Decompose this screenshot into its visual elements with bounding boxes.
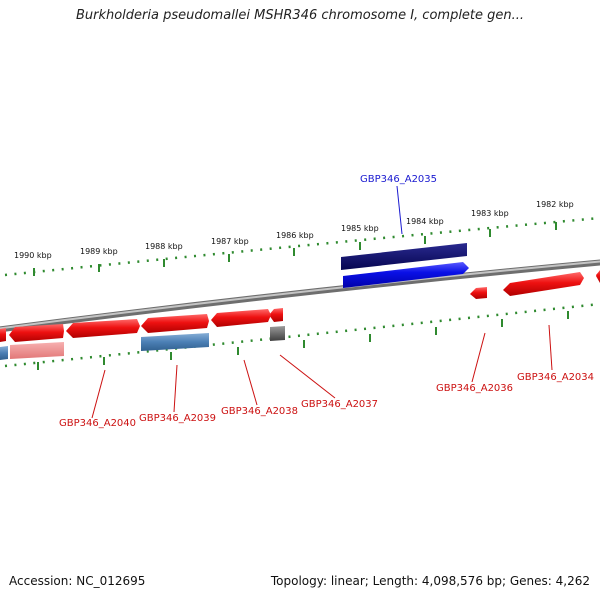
ruler-label: 1983 kbp	[471, 209, 509, 218]
accession-text: Accession: NC_012695	[9, 574, 146, 588]
ruler-label: 1985 kbp	[341, 224, 379, 233]
gene-GBP346_A2041[interactable]	[9, 324, 64, 342]
ruler-label: 1984 kbp	[406, 217, 444, 226]
gene-GBP346_A2036[interactable]	[470, 287, 487, 299]
leader-line-A2034	[548, 324, 553, 371]
gene-GBP346_A2035[interactable]	[343, 262, 469, 288]
lower-ruler-track	[4, 302, 600, 370]
gene-label[interactable]: GBP346_A2040	[59, 418, 136, 429]
gene-GBP346_A2042[interactable]	[0, 328, 6, 342]
leader-line-A2038	[243, 359, 258, 406]
gene-label[interactable]: GBP346_A2034	[517, 372, 594, 383]
gene-GBP346_A2040[interactable]	[66, 319, 140, 338]
map-title: Burkholderia pseudomallei MSHR346 chromo…	[75, 8, 525, 23]
gene-GBP346_A2038[interactable]	[269, 308, 283, 322]
gene-steelblue[interactable]	[141, 333, 209, 351]
gene-GBP346_A2038b[interactable]	[211, 309, 271, 327]
leader-line-A2035	[396, 185, 403, 235]
gene-GBP346_A2035-shadow[interactable]	[341, 243, 467, 270]
gene-GBP346_A2037[interactable]	[270, 326, 285, 341]
gene-steelblue-left[interactable]	[0, 346, 8, 360]
gene-GBP346_A2039[interactable]	[141, 314, 209, 333]
ruler-label: 1982 kbp	[536, 200, 574, 209]
gene-label[interactable]: GBP346_A2037	[301, 399, 378, 410]
ruler-label: 1990 kbp	[14, 251, 52, 260]
ruler-label: 1987 kbp	[211, 237, 249, 246]
leader-line-A2039	[173, 364, 178, 413]
leader-line-A2036	[471, 332, 486, 383]
gene-GBP346_A2034[interactable]	[503, 272, 584, 296]
gene-label[interactable]: GBP346_A2036	[436, 383, 513, 394]
leader-line-A2040	[91, 369, 106, 419]
ruler-label: 1988 kbp	[145, 242, 183, 251]
upper-ruler-track	[4, 216, 600, 277]
ruler-label: 1989 kbp	[80, 247, 118, 256]
topology-text: Topology: linear; Length: 4,098,576 bp; …	[270, 574, 590, 588]
gene-faded-red[interactable]	[10, 342, 64, 359]
gene-GBP346_A2033-partial[interactable]	[596, 268, 600, 284]
gene-label[interactable]: GBP346_A2039	[139, 413, 216, 424]
gene-label[interactable]: GBP346_A2038	[221, 406, 298, 417]
gene-label-selected[interactable]: GBP346_A2035	[360, 174, 437, 185]
ruler-label: 1986 kbp	[276, 231, 314, 240]
leader-line-A2037	[279, 354, 336, 399]
